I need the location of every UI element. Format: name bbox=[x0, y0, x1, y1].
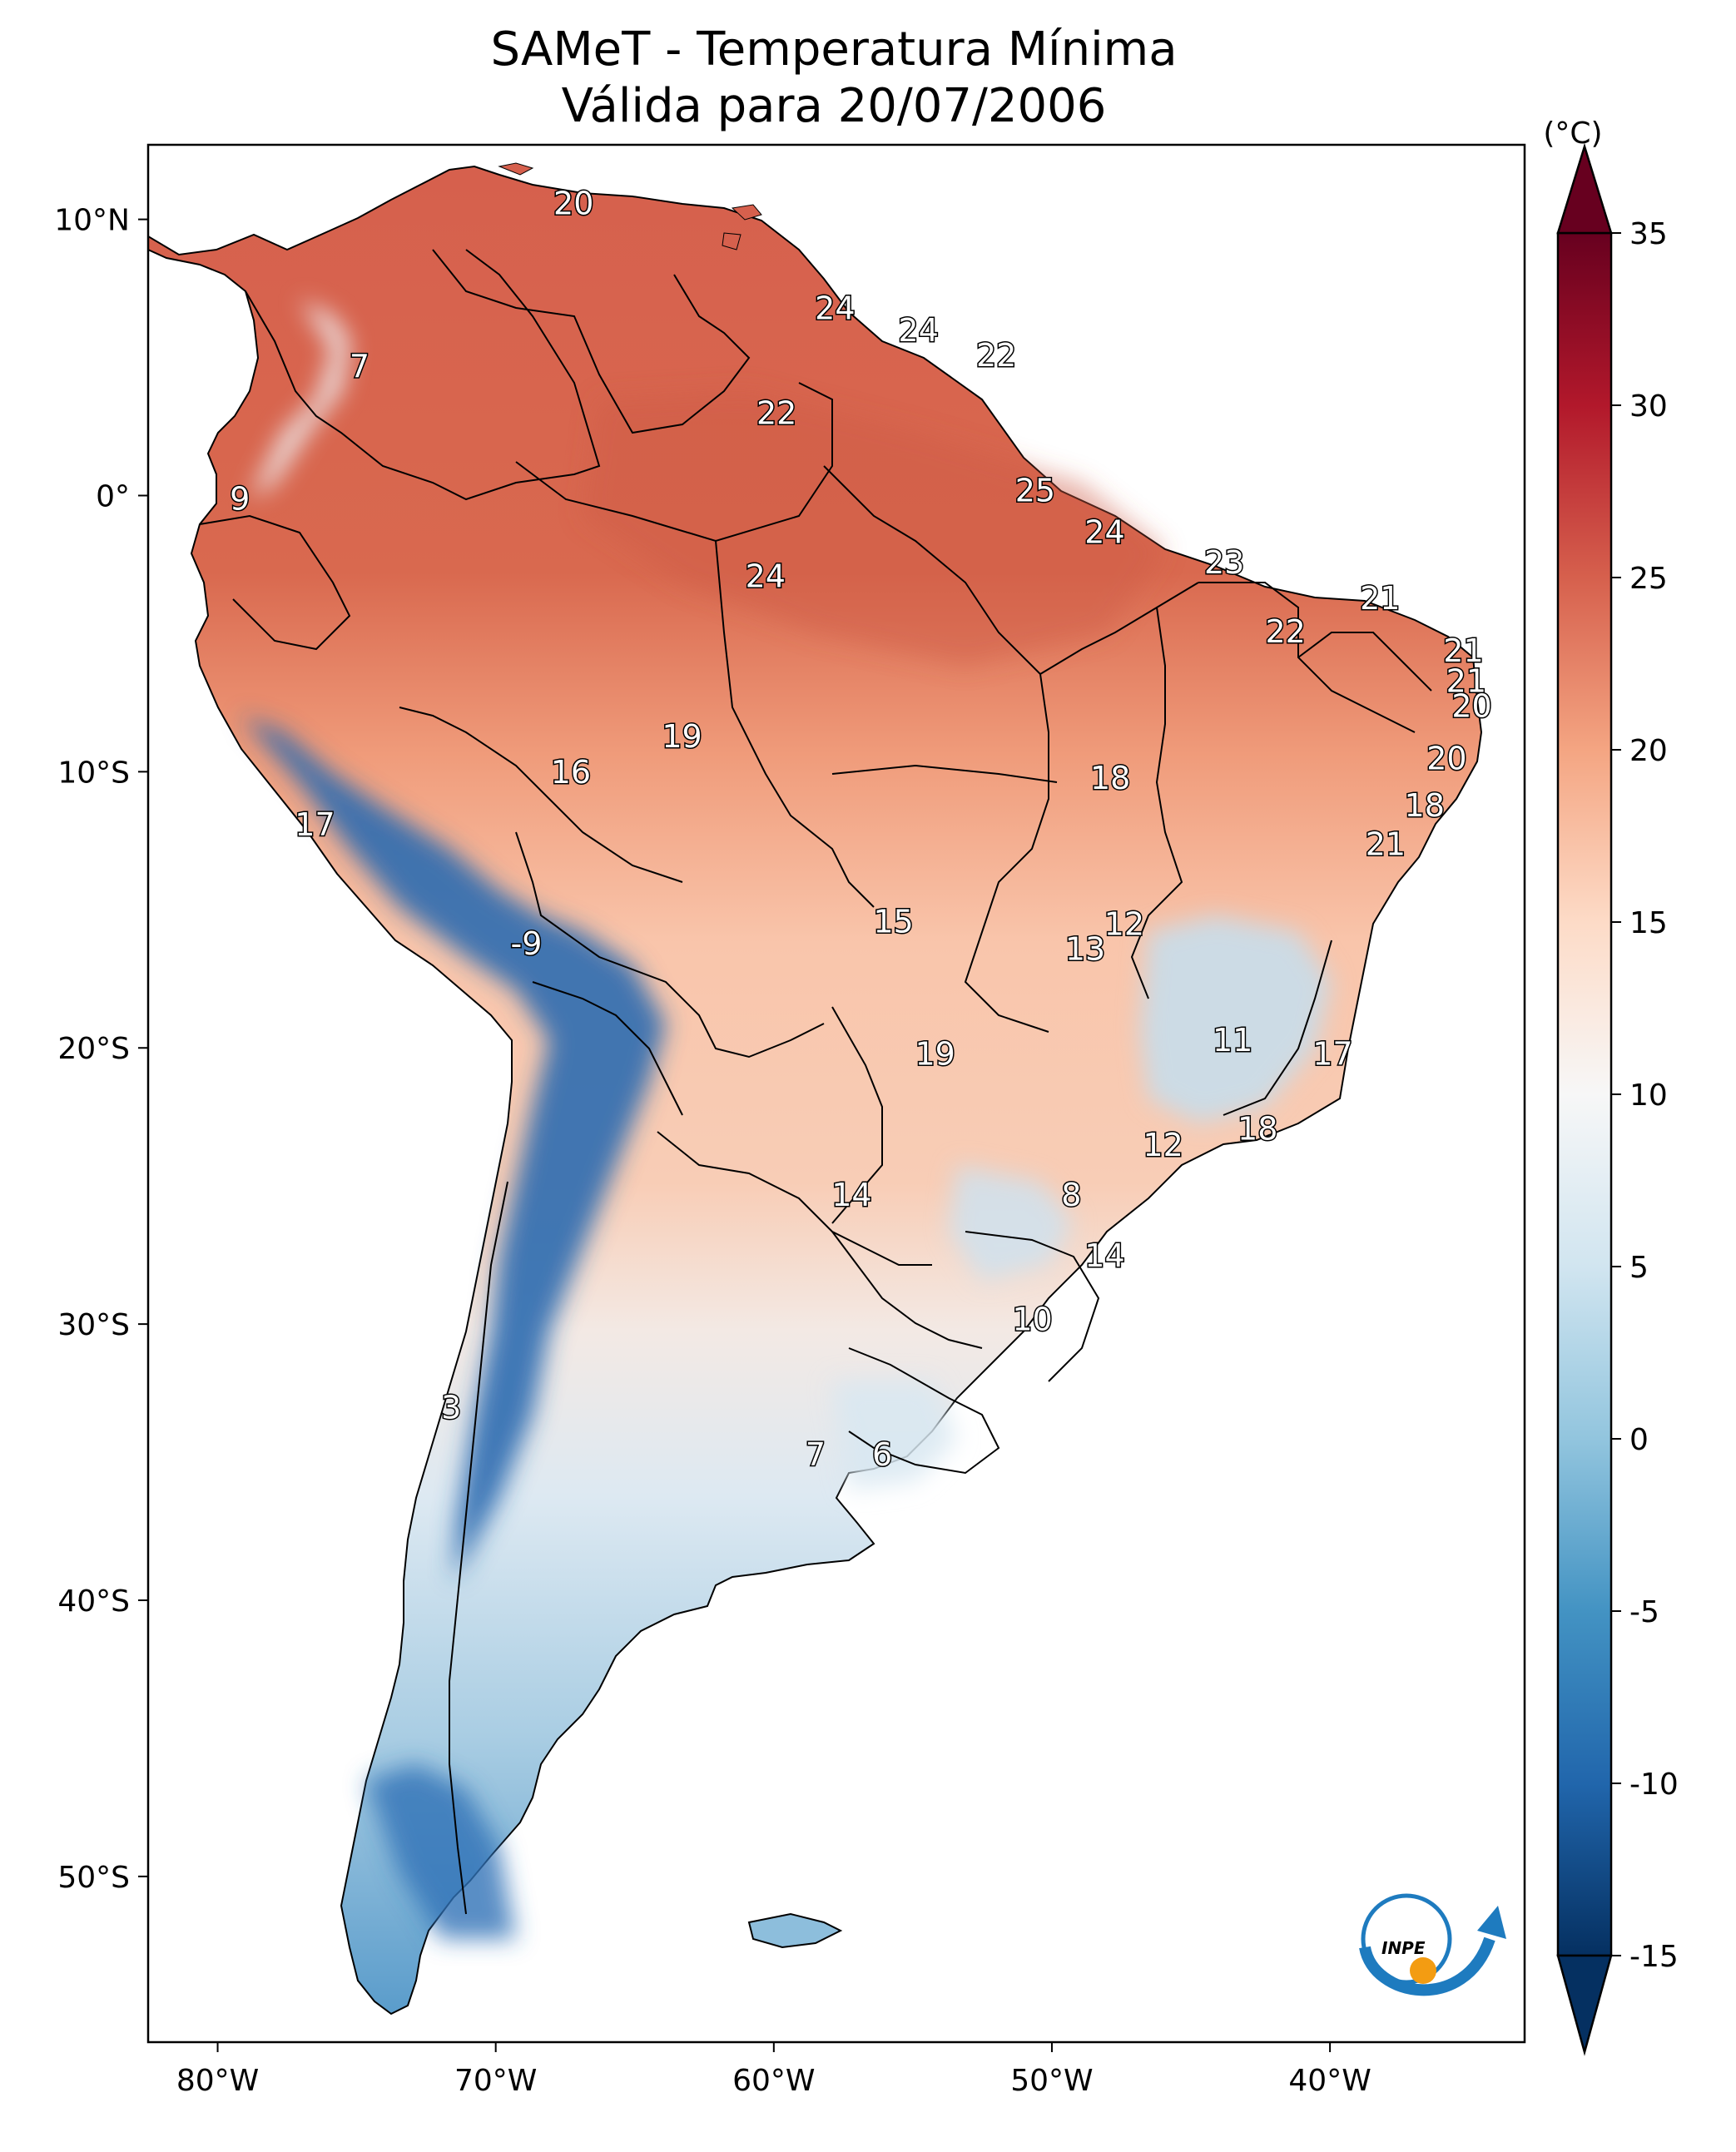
temperature-value-label: 14 bbox=[831, 1177, 871, 1213]
colorbar-tick-label: -10 bbox=[1629, 1768, 1679, 1802]
colorbar: (°C) 35 30 25 20 15 10 5 0 -5 -10 -15 bbox=[1543, 117, 1679, 2056]
temperature-value-label: 19 bbox=[662, 718, 702, 755]
temperature-value-label: 16 bbox=[551, 754, 591, 791]
country-borders bbox=[199, 249, 1432, 1915]
colorbar-min-extension bbox=[1556, 1954, 1613, 2056]
lat-tick-label: 10°S bbox=[57, 756, 130, 790]
temperature-value-label: -9 bbox=[510, 925, 542, 962]
map-subtitle: Válida para 20/07/2006 bbox=[561, 79, 1107, 133]
temperature-value-label: 18 bbox=[1405, 787, 1445, 824]
colorbar-tick-label: 20 bbox=[1629, 734, 1668, 768]
colorbar-tick-label: 15 bbox=[1629, 906, 1668, 940]
inpe-logo-text: INPE bbox=[1381, 1938, 1426, 1958]
temperature-value-label: 19 bbox=[915, 1036, 955, 1073]
latitude-ticks: 10°N 0° 10°S 20°S 30°S 40°S 50°S bbox=[54, 204, 148, 1895]
temperature-value-label: 24 bbox=[898, 312, 938, 349]
lat-tick-label: 50°S bbox=[57, 1861, 130, 1895]
map-title: SAMeT - Temperatura Mínima bbox=[490, 22, 1178, 77]
temperature-value-label: 21 bbox=[1443, 632, 1483, 669]
temperature-value-label: 20 bbox=[553, 186, 593, 222]
temperature-value-label: 20 bbox=[1426, 741, 1466, 777]
temperature-value-label: 24 bbox=[1084, 513, 1124, 550]
temperature-value-label: 15 bbox=[873, 903, 913, 940]
caribbean-islands bbox=[498, 162, 762, 250]
temperature-value-label: 11 bbox=[1213, 1022, 1252, 1059]
lat-tick-label: 20°S bbox=[57, 1032, 130, 1066]
temperature-value-label: 8 bbox=[1061, 1177, 1081, 1213]
temperature-value-label: 21 bbox=[1446, 663, 1486, 700]
temperature-value-label: 12 bbox=[1104, 906, 1144, 943]
longitude-ticks: 80°W 70°W 60°W 50°W 40°W bbox=[176, 2042, 1371, 2098]
temperature-value-label: 18 bbox=[1238, 1110, 1277, 1147]
temperature-value-label: 3 bbox=[441, 1390, 461, 1426]
temperature-value-label: 24 bbox=[815, 290, 855, 327]
lon-tick-label: 80°W bbox=[176, 2064, 259, 2098]
temperature-value-label: 23 bbox=[1204, 544, 1244, 581]
temperature-value-label: 18 bbox=[1090, 760, 1130, 796]
lat-tick-label: 40°S bbox=[57, 1584, 130, 1619]
temperature-value-label: 25 bbox=[1015, 473, 1055, 509]
colorbar-tick-label: 0 bbox=[1629, 1423, 1649, 1457]
colorbar-max-extension bbox=[1556, 142, 1613, 235]
temperature-value-label: 22 bbox=[976, 337, 1016, 374]
temperature-value-label: 17 bbox=[295, 806, 335, 843]
temperature-value-label: 24 bbox=[746, 558, 786, 595]
colorbar-tick-label: 30 bbox=[1629, 389, 1668, 424]
plot-frame bbox=[146, 143, 1526, 2044]
lon-tick-label: 50°W bbox=[1010, 2064, 1093, 2098]
colorbar-ticks: 35 30 25 20 15 10 5 0 -5 -10 -15 bbox=[1611, 217, 1679, 1974]
lon-tick-label: 40°W bbox=[1288, 2064, 1371, 2098]
falkland-islands bbox=[747, 1912, 843, 1949]
temperature-field-overlay bbox=[241, 300, 1332, 1939]
temperature-value-label: 7 bbox=[806, 1436, 826, 1473]
south-america-landmass bbox=[148, 165, 1483, 2016]
colorbar-tick-label: 10 bbox=[1629, 1078, 1668, 1113]
temperature-value-label: 10 bbox=[1012, 1301, 1052, 1337]
lat-tick-label: 0° bbox=[96, 479, 130, 513]
colorbar-unit-label: (°C) bbox=[1543, 117, 1602, 151]
temperature-value-label: 6 bbox=[872, 1436, 892, 1473]
temperature-value-label: 22 bbox=[756, 395, 796, 432]
lon-tick-label: 70°W bbox=[454, 2064, 537, 2098]
temperature-value-label: 9 bbox=[230, 481, 250, 518]
temperature-value-label: 13 bbox=[1065, 931, 1105, 968]
colorbar-tick-label: 25 bbox=[1629, 562, 1668, 596]
temperature-value-label: 17 bbox=[1312, 1036, 1352, 1073]
temperature-value-label: 21 bbox=[1360, 580, 1400, 617]
temperature-value-label: 20 bbox=[1451, 688, 1491, 725]
colorbar-body bbox=[1556, 231, 1613, 1957]
temperature-value-label: 7 bbox=[350, 348, 370, 384]
colorbar-tick-label: 5 bbox=[1629, 1251, 1649, 1285]
temperature-value-label: 21 bbox=[1366, 826, 1406, 862]
lon-tick-label: 60°W bbox=[732, 2064, 815, 2098]
colorbar-tick-label: -5 bbox=[1629, 1595, 1659, 1629]
colorbar-tick-label: -15 bbox=[1629, 1940, 1679, 1974]
map-plot-area bbox=[148, 145, 1525, 2042]
temperature-value-label: 14 bbox=[1084, 1237, 1124, 1274]
lat-tick-label: 10°N bbox=[54, 204, 130, 238]
temperature-value-label: 22 bbox=[1265, 613, 1305, 650]
inpe-logo: INPE bbox=[1359, 1893, 1506, 1996]
lat-tick-label: 30°S bbox=[57, 1308, 130, 1342]
temperature-value-label: 12 bbox=[1143, 1127, 1183, 1163]
colorbar-tick-label: 35 bbox=[1629, 217, 1668, 251]
